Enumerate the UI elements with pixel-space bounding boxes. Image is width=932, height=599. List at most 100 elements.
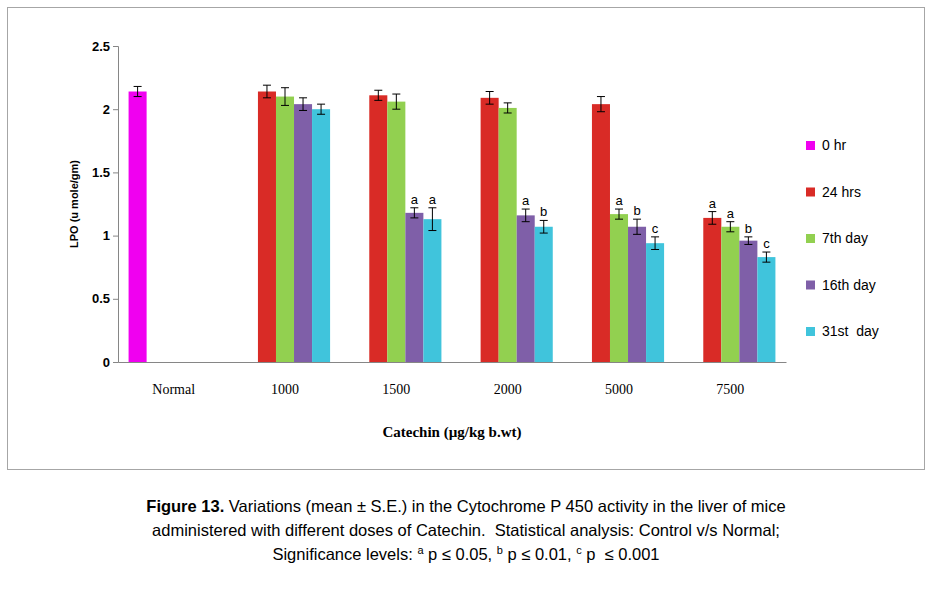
legend-label: 31st day (822, 323, 879, 339)
x-tick: Normal (152, 362, 195, 397)
x-tick: 2000 (494, 362, 522, 397)
error-bar (708, 212, 716, 225)
significance-letter: a (522, 193, 530, 208)
error-bar-cap (633, 234, 641, 235)
bar (387, 102, 405, 362)
error-bar-cap (299, 97, 307, 98)
caption-line: administered with different doses of Cat… (152, 521, 780, 539)
error-bar (263, 85, 271, 98)
x-tick: 1000 (271, 362, 299, 397)
error-bar-stem (414, 208, 415, 218)
error-bar-cap (522, 221, 530, 222)
y-tick-label: 0 (103, 355, 110, 370)
x-tick: 5000 (605, 362, 633, 397)
y-axis-line (113, 47, 119, 363)
caption-line: Figure 13. Variations (mean ± S.E.) in t… (146, 497, 785, 515)
error-bar-stem (600, 97, 601, 112)
significance-letter: b (745, 221, 752, 236)
error-bar-cap (615, 219, 623, 220)
x-tick-label: 5000 (605, 382, 633, 397)
error-bar-cap (597, 96, 605, 97)
x-axis: Normal 1000 1500 2000 5000 7500 (119, 362, 787, 397)
error-bar (428, 208, 436, 231)
bar (721, 227, 739, 362)
significance-letter: b (540, 204, 547, 219)
error-bar (134, 86, 142, 96)
error-bar (597, 97, 605, 112)
y-tick-label: 2 (103, 102, 110, 117)
error-bar (281, 88, 289, 106)
chart-frame (8, 8, 925, 470)
error-bar-stem (730, 222, 731, 232)
significance-text: p ≤ 0.01, (503, 545, 572, 563)
figure: 0 0.5 1 1.5 2 2.5 Normal 1000 1500 2000 5000 7500 a a… (0, 0, 932, 599)
y-tick-mark (113, 362, 118, 363)
bar (757, 257, 775, 362)
error-bar-stem (543, 220, 544, 233)
error-bar (522, 209, 530, 222)
legend-swatch (806, 327, 815, 336)
error-bar-cap (263, 85, 271, 86)
bar (294, 104, 312, 362)
caption-label: Figure 13. (146, 497, 224, 515)
error-bar-cap (744, 244, 752, 245)
error-bar-stem (303, 98, 304, 111)
error-bar-cap (392, 94, 400, 95)
legend-swatch (806, 141, 815, 150)
error-bar-stem (766, 252, 767, 262)
bar (312, 109, 330, 362)
error-bar-stem (432, 208, 433, 231)
significance-letter: a (727, 206, 735, 221)
legend-label: 24 hrs (822, 184, 861, 200)
error-bar-stem (396, 94, 397, 109)
bar (739, 241, 757, 362)
error-bar (744, 237, 752, 245)
error-bar (651, 237, 659, 250)
legend-label: 0 hr (822, 137, 846, 153)
error-bar-cap (317, 104, 325, 105)
series (276, 88, 739, 362)
x-axis-line (119, 362, 787, 363)
y-tick: 0 (103, 355, 118, 370)
legend-label: 7th day (822, 230, 868, 246)
bar (276, 97, 294, 362)
error-bar (762, 252, 770, 262)
legend-swatch (806, 188, 815, 197)
legend-item: 16th day (806, 277, 876, 293)
series (294, 98, 757, 362)
error-bar-stem (507, 103, 508, 113)
error-bar-cap (263, 97, 271, 98)
error-bar-stem (712, 212, 713, 225)
error-bar-cap (762, 252, 770, 253)
significance-letter: b (633, 203, 640, 218)
significance-text: p ≤ 0.05, (424, 545, 493, 563)
error-bar-cap (651, 236, 659, 237)
error-bar (392, 94, 400, 109)
error-bar-cap (134, 86, 142, 87)
error-bar-stem (137, 86, 138, 96)
y-tick: 0.5 (92, 291, 118, 306)
x-tick-label: 1500 (382, 382, 410, 397)
error-bar-stem (748, 237, 749, 245)
error-bar (615, 209, 623, 219)
error-bar-cap (708, 224, 716, 225)
y-tick-label: 2.5 (92, 39, 110, 54)
error-bar-cap (134, 96, 142, 97)
error-bar-cap (504, 112, 512, 113)
error-bar (317, 104, 325, 114)
y-axis-title: LPO (u mole/gm) (68, 160, 80, 248)
series (312, 104, 775, 362)
caption-text: Significance levels: (272, 545, 412, 563)
error-bar-stem (266, 85, 267, 98)
legend: 0 hr 24 hrs 7th day 16th day 31st day (806, 137, 879, 339)
y-tick-label: 1.5 (92, 165, 110, 180)
error-bar-cap (597, 111, 605, 112)
series (258, 85, 721, 362)
y-tick-label: 1 (103, 228, 110, 243)
x-tick: 7500 (716, 362, 744, 397)
error-bar-cap (281, 105, 289, 106)
legend-swatch (806, 281, 815, 290)
x-tick: 1500 (382, 362, 410, 397)
error-bar (410, 208, 418, 218)
significance-text: p ≤ 0.001 (582, 545, 660, 563)
